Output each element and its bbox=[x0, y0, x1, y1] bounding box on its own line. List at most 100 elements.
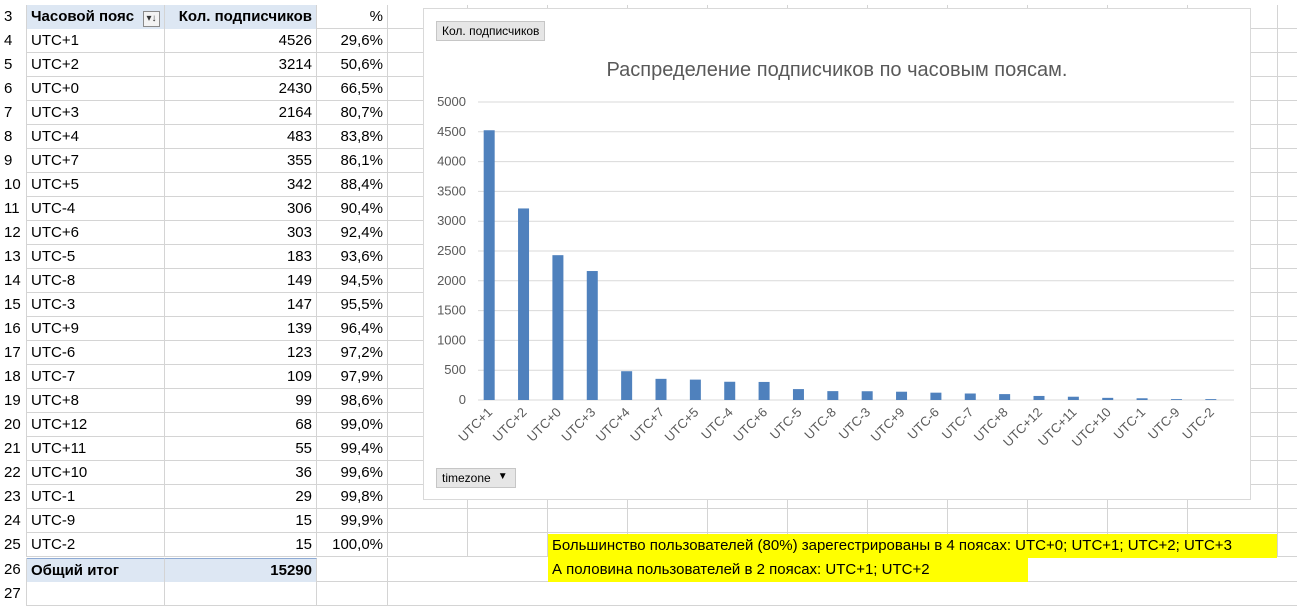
percent-cell[interactable]: 99,8% bbox=[317, 485, 388, 509]
cell[interactable] bbox=[388, 509, 468, 533]
row-number[interactable]: 7 bbox=[0, 101, 27, 125]
cell[interactable] bbox=[1188, 413, 1278, 437]
subscribers-cell[interactable]: 36 bbox=[165, 461, 317, 485]
cell[interactable] bbox=[1188, 485, 1278, 509]
row-number[interactable]: 5 bbox=[0, 53, 27, 77]
row-number[interactable]: 14 bbox=[0, 269, 27, 293]
timezone-cell[interactable]: UTC+9 bbox=[27, 317, 165, 341]
cell[interactable] bbox=[1188, 5, 1278, 29]
cell[interactable] bbox=[1188, 269, 1278, 293]
cell[interactable] bbox=[1188, 365, 1278, 389]
subscribers-cell[interactable]: 4526 bbox=[165, 29, 317, 53]
subscribers-cell[interactable]: 2430 bbox=[165, 77, 317, 101]
timezone-cell[interactable]: UTC-1 bbox=[27, 485, 165, 509]
subscribers-cell[interactable]: 123 bbox=[165, 341, 317, 365]
timezone-cell[interactable]: UTC+1 bbox=[27, 29, 165, 53]
cell[interactable] bbox=[1108, 509, 1188, 533]
percent-cell[interactable]: 99,9% bbox=[317, 509, 388, 533]
cell[interactable] bbox=[1188, 509, 1278, 533]
row-number[interactable]: 20 bbox=[0, 413, 27, 437]
timezone-cell[interactable]: UTC+4 bbox=[27, 125, 165, 149]
cell[interactable] bbox=[1188, 125, 1278, 149]
subscribers-cell[interactable]: 147 bbox=[165, 293, 317, 317]
subscribers-cell[interactable]: 15 bbox=[165, 509, 317, 533]
cell[interactable] bbox=[788, 509, 868, 533]
row-number[interactable]: 23 bbox=[0, 485, 27, 509]
row-number[interactable]: 18 bbox=[0, 365, 27, 389]
percent-cell[interactable]: 86,1% bbox=[317, 149, 388, 173]
row-number[interactable]: 26 bbox=[0, 558, 27, 582]
timezone-cell[interactable]: UTC+12 bbox=[27, 413, 165, 437]
row-number[interactable]: 6 bbox=[0, 77, 27, 101]
subscribers-cell[interactable]: 2164 bbox=[165, 101, 317, 125]
timezone-cell[interactable]: UTC+11 bbox=[27, 437, 165, 461]
cell[interactable] bbox=[1188, 437, 1278, 461]
row-number[interactable]: 15 bbox=[0, 293, 27, 317]
row-number[interactable]: 11 bbox=[0, 197, 27, 221]
cell[interactable] bbox=[1188, 533, 1278, 557]
percent-cell[interactable]: 97,2% bbox=[317, 341, 388, 365]
cell[interactable] bbox=[1028, 509, 1108, 533]
cell[interactable] bbox=[317, 558, 388, 582]
cell[interactable] bbox=[468, 533, 548, 557]
cell[interactable] bbox=[165, 582, 317, 606]
percent-cell[interactable]: 92,4% bbox=[317, 221, 388, 245]
timezone-cell[interactable]: UTC+8 bbox=[27, 389, 165, 413]
total-count[interactable]: 15290 bbox=[165, 558, 317, 582]
percent-cell[interactable]: 96,4% bbox=[317, 317, 388, 341]
row-number[interactable]: 8 bbox=[0, 125, 27, 149]
subscribers-cell[interactable]: 149 bbox=[165, 269, 317, 293]
percent-cell[interactable]: 99,6% bbox=[317, 461, 388, 485]
header-subscribers[interactable]: Кол. подписчиков bbox=[165, 5, 317, 29]
subscribers-cell[interactable]: 3214 bbox=[165, 53, 317, 77]
row-number[interactable]: 17 bbox=[0, 341, 27, 365]
subscribers-cell[interactable]: 303 bbox=[165, 221, 317, 245]
row-number[interactable]: 16 bbox=[0, 317, 27, 341]
cell[interactable] bbox=[1188, 461, 1278, 485]
timezone-cell[interactable]: UTC+2 bbox=[27, 53, 165, 77]
percent-cell[interactable]: 80,7% bbox=[317, 101, 388, 125]
sort-filter-button[interactable]: ▾↓ bbox=[143, 11, 160, 27]
timezone-cell[interactable]: UTC-3 bbox=[27, 293, 165, 317]
timezone-cell[interactable]: UTC+6 bbox=[27, 221, 165, 245]
percent-cell[interactable]: 66,5% bbox=[317, 77, 388, 101]
subscribers-cell[interactable]: 483 bbox=[165, 125, 317, 149]
timezone-cell[interactable]: UTC-8 bbox=[27, 269, 165, 293]
cell[interactable] bbox=[628, 509, 708, 533]
cell[interactable] bbox=[1188, 53, 1278, 77]
cell[interactable] bbox=[1188, 29, 1278, 53]
total-label[interactable]: Общий итог bbox=[27, 558, 165, 582]
percent-cell[interactable]: 100,0% bbox=[317, 533, 388, 557]
cell[interactable] bbox=[948, 509, 1028, 533]
timezone-cell[interactable]: UTC+10 bbox=[27, 461, 165, 485]
percent-cell[interactable]: 99,0% bbox=[317, 413, 388, 437]
subscribers-cell[interactable]: 306 bbox=[165, 197, 317, 221]
subscribers-cell[interactable]: 99 bbox=[165, 389, 317, 413]
row-number[interactable]: 10 bbox=[0, 173, 27, 197]
percent-cell[interactable]: 83,8% bbox=[317, 125, 388, 149]
percent-cell[interactable]: 95,5% bbox=[317, 293, 388, 317]
percent-cell[interactable]: 93,6% bbox=[317, 245, 388, 269]
cell[interactable] bbox=[1188, 389, 1278, 413]
cell[interactable] bbox=[1188, 101, 1278, 125]
cell[interactable] bbox=[468, 509, 548, 533]
cell[interactable] bbox=[1188, 149, 1278, 173]
timezone-cell[interactable]: UTC+0 bbox=[27, 77, 165, 101]
header-percent[interactable]: % bbox=[317, 5, 388, 29]
row-number[interactable]: 24 bbox=[0, 509, 27, 533]
cell[interactable] bbox=[1188, 293, 1278, 317]
cell[interactable] bbox=[1188, 77, 1278, 101]
cell[interactable] bbox=[1188, 245, 1278, 269]
cell[interactable] bbox=[548, 509, 628, 533]
cell[interactable] bbox=[27, 582, 165, 606]
row-number[interactable]: 27 bbox=[0, 582, 27, 606]
percent-cell[interactable]: 90,4% bbox=[317, 197, 388, 221]
timezone-cell[interactable]: UTC-9 bbox=[27, 509, 165, 533]
percent-cell[interactable]: 94,5% bbox=[317, 269, 388, 293]
cell[interactable] bbox=[1188, 221, 1278, 245]
row-number[interactable]: 12 bbox=[0, 221, 27, 245]
timezone-cell[interactable]: UTC-4 bbox=[27, 197, 165, 221]
cell[interactable] bbox=[868, 509, 948, 533]
subscribers-cell[interactable]: 183 bbox=[165, 245, 317, 269]
timezone-cell[interactable]: UTC+7 bbox=[27, 149, 165, 173]
